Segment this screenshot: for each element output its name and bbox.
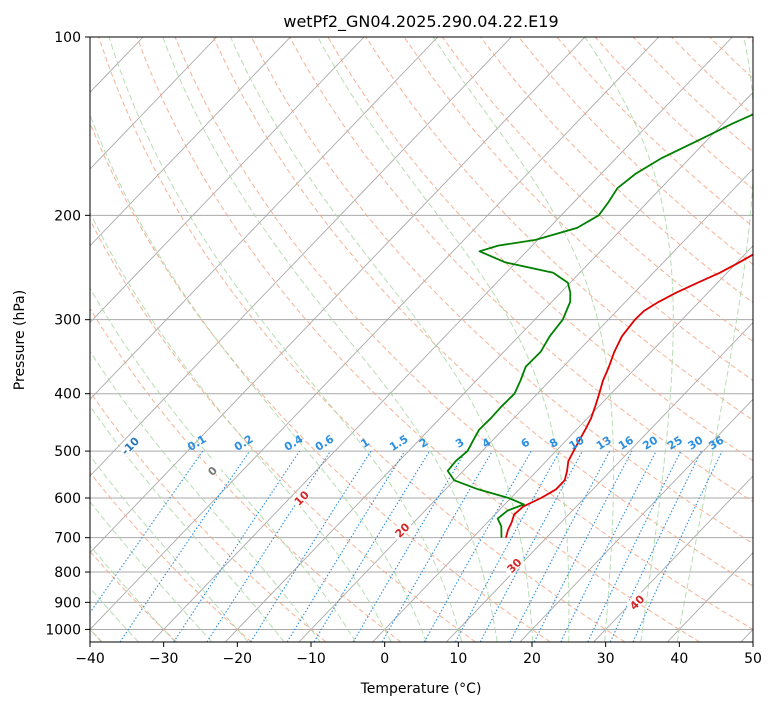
isotherm-line (90, 37, 291, 247)
moist-adiabat-line (162, 37, 498, 642)
mixing-ratio-line (250, 450, 372, 642)
mixing-ratio-line (533, 450, 633, 642)
isotherm-line (224, 91, 753, 642)
y-axis-title: Pressure (hPa) (12, 290, 28, 390)
mixing-ratio-line (313, 450, 431, 642)
mixing-ratio-line (173, 450, 301, 642)
dry-adiabat-line (327, 37, 753, 462)
background-lines (90, 37, 753, 642)
isotherm-line (90, 37, 218, 170)
y-tick-label: 900 (54, 595, 81, 611)
dry-adiabat-line (90, 550, 178, 642)
dry-adiabat-line (90, 218, 476, 642)
mixing-ratio-line (609, 450, 702, 642)
dry-adiabat-line (441, 37, 753, 342)
moist-adiabat-line (90, 350, 321, 642)
sounding-profiles (446, 113, 753, 538)
x-tick-label: 10 (449, 651, 467, 667)
moist-adiabat-line (90, 113, 427, 642)
mixing-ratio-line (632, 450, 723, 642)
isotherm-line (519, 398, 753, 642)
y-tick-label: 700 (54, 531, 81, 547)
dry-adiabat-line (250, 37, 753, 545)
dewpoint-profile-line (446, 113, 753, 538)
moist-adiabat-line (432, 37, 615, 642)
mixing-ratio-line (286, 450, 406, 642)
isotherm-line (445, 321, 753, 642)
temperature-profile-line (505, 253, 753, 538)
dry-adiabat-line (174, 37, 753, 630)
y-tick-label: 600 (54, 491, 81, 507)
isotherm-line (90, 37, 512, 477)
x-tick-label: 50 (744, 651, 762, 667)
mixing-ratio-line (119, 450, 251, 642)
y-tick-label: 500 (54, 444, 81, 460)
x-tick-label: 30 (597, 651, 615, 667)
y-tick-label: 200 (54, 208, 81, 224)
x-tick-label: 20 (523, 651, 541, 667)
x-tick-label: −20 (223, 651, 253, 667)
mixing-ratio-line (90, 450, 204, 614)
moist-adiabat-line (230, 37, 534, 642)
y-tick-label: 100 (54, 30, 81, 46)
dry-adiabat-line (98, 37, 626, 642)
dry-adiabat-line (90, 307, 402, 642)
moist-adiabat-line (90, 454, 249, 642)
mixing-ratio-line (455, 450, 561, 642)
x-tick-label: −10 (296, 651, 326, 667)
chart-title: wetPf2_GN04.2025.290.04.22.E19 (283, 12, 558, 32)
isotherm-line (593, 475, 753, 642)
y-tick-label: 800 (54, 565, 81, 581)
moist-adiabat-line (317, 37, 570, 642)
dry-adiabat-label: 0 (200, 458, 223, 482)
moist-adiabat-line (90, 287, 357, 642)
isotherm-line (90, 37, 660, 631)
dry-adiabat-line (403, 37, 753, 382)
x-tick-label: 0 (380, 651, 389, 667)
y-tick-label: 400 (54, 387, 81, 403)
plot-frame (89, 36, 754, 643)
dry-adiabat-line (136, 37, 700, 642)
x-tick-label: 40 (670, 651, 688, 667)
mixing-ratio-line (509, 450, 611, 642)
dry-adiabat-line (212, 37, 753, 587)
x-axis-title: Temperature (°C) (360, 681, 482, 697)
x-tick-label: −30 (149, 651, 179, 667)
isotherm-line (298, 168, 753, 642)
moist-adiabat-line (108, 37, 463, 642)
moist-adiabat-line (676, 37, 753, 642)
mixing-ratio-line (560, 450, 657, 642)
dry-adiabat-line (90, 121, 551, 642)
axis-ticks: −40 −30 −20 −10 0 10 20 30 40 50 100 200 300 400 500 60… (45, 30, 762, 667)
y-tick-label: 300 (54, 313, 81, 329)
isotherm-line (90, 37, 439, 400)
y-tick-label: 1000 (45, 622, 81, 638)
isotherm-line (90, 37, 586, 554)
moist-adiabat-line (584, 37, 674, 642)
mixing-ratio-line (423, 450, 532, 642)
moist-adiabat-line (90, 405, 285, 642)
isotherm-line (372, 245, 753, 642)
isotherm-line (151, 37, 733, 642)
x-tick-label: −40 (75, 651, 105, 667)
moist-adiabat-line (90, 211, 392, 642)
